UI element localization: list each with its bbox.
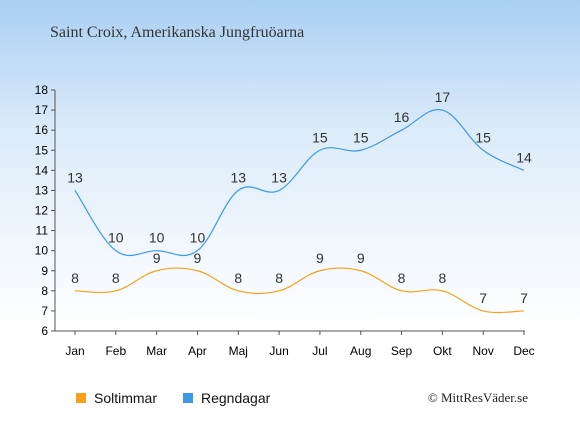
sun-data-label: 8 xyxy=(398,270,406,286)
y-tick-label: 9 xyxy=(41,264,48,278)
y-tick-label: 6 xyxy=(41,324,48,338)
y-tick-label: 16 xyxy=(35,123,49,137)
legend-item-sun: Soltimmar xyxy=(76,390,157,406)
legend-rain-label: Regndagar xyxy=(201,390,271,406)
rain-data-label: 14 xyxy=(516,149,532,165)
sun-data-label: 9 xyxy=(316,250,324,266)
x-tick-label: Apr xyxy=(188,344,207,358)
y-tick-label: 12 xyxy=(35,204,49,218)
rain-swatch xyxy=(183,393,193,403)
copyright-text: © MittResVäder.se xyxy=(427,390,528,405)
rain-data-label: 10 xyxy=(149,230,165,246)
x-tick-label: Jan xyxy=(65,344,84,358)
data-labels: 8 8 9 9 8 8 9 9 8 8 7 7 13 10 10 10 13 13 15 15 16 17 15 14 xyxy=(67,89,532,306)
sun-data-label: 8 xyxy=(438,270,446,286)
y-tick-label: 18 xyxy=(35,83,49,97)
sun-data-label: 7 xyxy=(520,290,528,306)
y-tick-label: 7 xyxy=(41,304,48,318)
rain-data-label: 17 xyxy=(435,89,451,105)
x-tick-label: Aug xyxy=(350,344,371,358)
y-tick-label: 8 xyxy=(41,284,48,298)
x-tick-label: Jun xyxy=(269,344,288,358)
sun-data-label: 8 xyxy=(112,270,120,286)
rain-data-label: 15 xyxy=(475,129,491,145)
rain-data-label: 15 xyxy=(312,129,328,145)
legend-sun-label: Soltimmar xyxy=(94,390,158,406)
sun-data-label: 8 xyxy=(71,270,79,286)
y-tick-label: 15 xyxy=(35,143,49,157)
y-tick-label: 13 xyxy=(35,183,49,197)
rain-data-label: 13 xyxy=(271,169,287,185)
x-axis-ticks: Jan Feb Mar Apr Maj Jun Jul Aug Sep Okt Nov Dec xyxy=(65,331,535,358)
x-tick-label: Sep xyxy=(391,344,413,358)
sun-data-label: 9 xyxy=(357,250,365,266)
sun-data-label: 8 xyxy=(275,270,283,286)
y-axis-ticks: 6 7 8 9 10 11 12 13 14 15 16 17 18 xyxy=(35,83,55,338)
sun-data-label: 8 xyxy=(234,270,242,286)
x-tick-label: Feb xyxy=(105,344,126,358)
sun-swatch xyxy=(76,393,86,403)
x-tick-label: Maj xyxy=(229,344,248,358)
chart-title: Saint Croix, Amerikanska Jungfruöarna xyxy=(50,24,305,41)
x-tick-label: Okt xyxy=(433,344,452,358)
x-tick-label: Nov xyxy=(473,344,494,358)
y-tick-label: 11 xyxy=(36,224,49,238)
rain-data-label: 16 xyxy=(394,109,410,125)
rain-line xyxy=(74,109,525,257)
x-tick-label: Jul xyxy=(312,344,327,358)
rain-data-label: 13 xyxy=(230,169,246,185)
axes xyxy=(54,90,525,332)
sun-data-label: 9 xyxy=(194,250,202,266)
sun-line xyxy=(74,267,525,314)
rain-data-label: 10 xyxy=(190,230,206,246)
rain-data-label: 10 xyxy=(108,230,124,246)
y-tick-label: 10 xyxy=(35,244,49,258)
y-tick-label: 14 xyxy=(35,163,49,177)
series-lines xyxy=(74,109,525,314)
rain-data-label: 15 xyxy=(353,129,369,145)
sun-data-label: 7 xyxy=(479,290,487,306)
y-tick-label: 17 xyxy=(35,103,49,117)
x-tick-label: Mar xyxy=(146,344,167,358)
legend-item-rain: Regndagar xyxy=(183,390,270,406)
x-tick-label: Dec xyxy=(513,344,534,358)
rain-data-label: 13 xyxy=(67,169,83,185)
sun-data-label: 9 xyxy=(153,250,161,266)
